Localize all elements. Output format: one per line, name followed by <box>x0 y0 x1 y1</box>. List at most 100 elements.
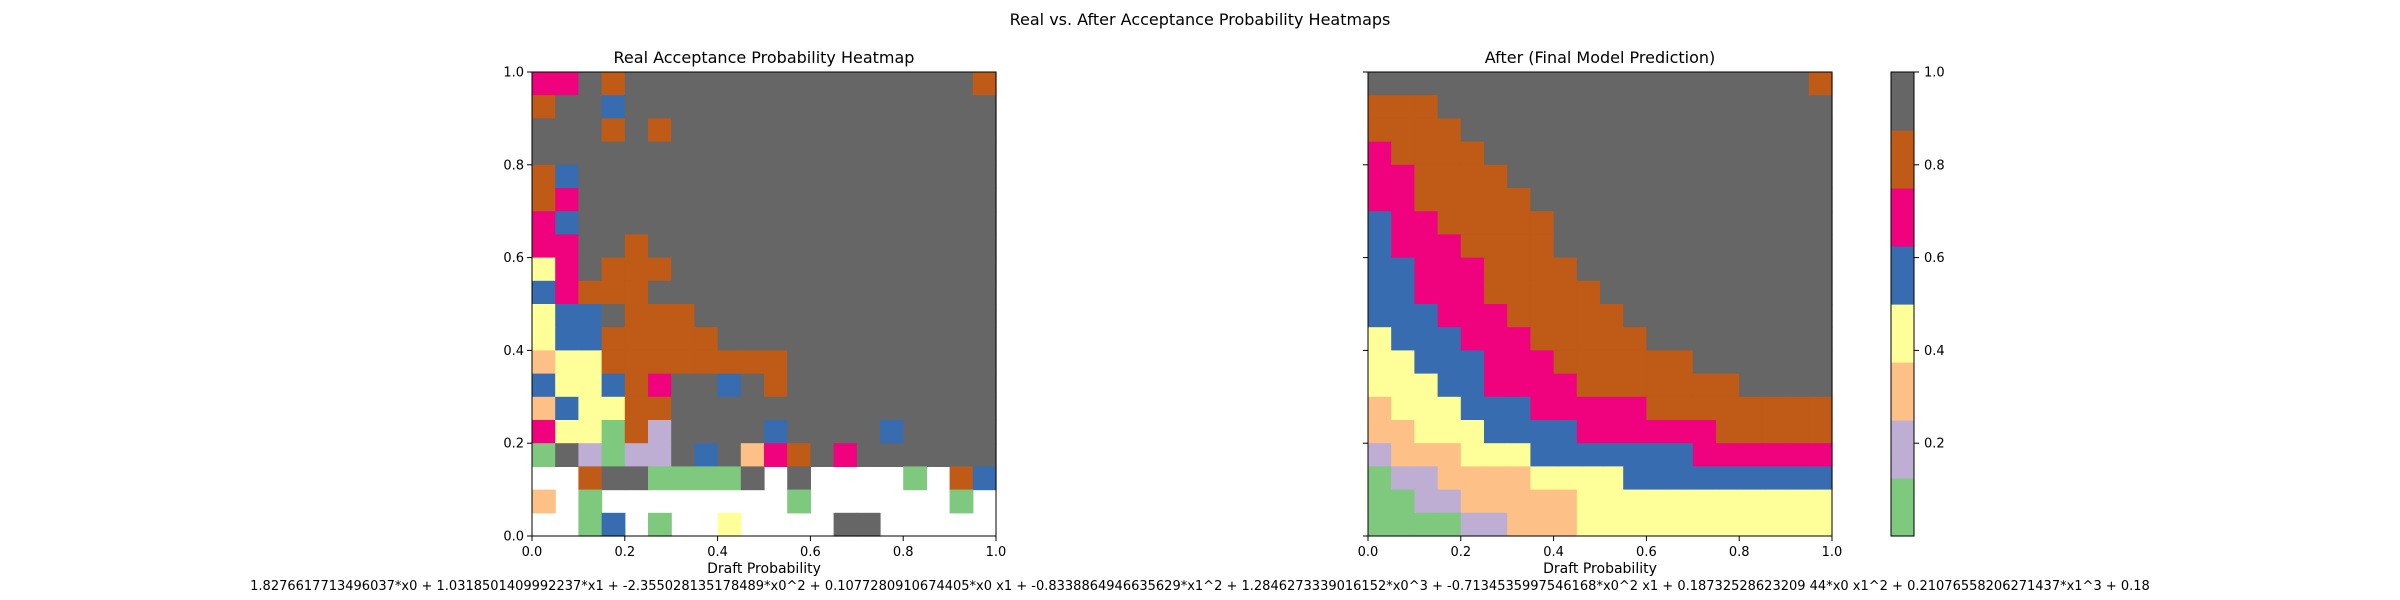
heatmap-after-cell <box>1669 141 1694 166</box>
heatmap-real-cell <box>717 420 742 444</box>
heatmap-real-cell <box>671 466 695 491</box>
heatmap-real-cell <box>717 304 742 328</box>
heatmap-real-cell <box>856 396 881 421</box>
heatmap-after-cell <box>1530 489 1555 514</box>
heatmap-after-cell <box>1646 72 1671 96</box>
heatmap-after-cell <box>1368 141 1392 166</box>
colorbar-band <box>1891 304 1914 363</box>
heatmap-after-cell <box>1692 512 1717 537</box>
colorbar-band <box>1891 72 1914 131</box>
heatmap-after-cell <box>1716 466 1740 491</box>
heatmap-after-cell <box>1739 304 1763 328</box>
heatmap-after-cell <box>1414 72 1439 96</box>
heatmap-real-cell <box>578 373 603 398</box>
heatmap-after-cell <box>1368 466 1392 491</box>
heatmap-real-cell <box>671 257 695 282</box>
heatmap-real-cell <box>624 280 649 305</box>
heatmap-real-cell <box>555 211 579 235</box>
heatmap-after-cell <box>1739 327 1763 351</box>
heatmap-real-cell <box>624 373 649 398</box>
heatmap-real-cell <box>671 420 695 444</box>
heatmap-after-cell <box>1785 443 1810 467</box>
heatmap-real-cell <box>578 188 603 212</box>
heatmap-after-cell <box>1669 489 1694 514</box>
heatmap-real-cell <box>671 95 695 119</box>
heatmap-real-cell <box>880 304 904 328</box>
heatmap-after-cell <box>1739 211 1763 235</box>
heatmap-after-cell <box>1762 118 1787 143</box>
colorbar-frame <box>1890 71 1915 537</box>
heatmap-after-cell <box>1600 512 1624 537</box>
heatmap-after-cell <box>1692 396 1717 421</box>
heatmap-real-cell <box>926 443 951 467</box>
heatmap-real-cell <box>532 164 556 189</box>
heatmap-after-cell <box>1507 280 1531 305</box>
heatmap-after-cell <box>1553 443 1578 467</box>
heatmap-real-cell <box>764 211 788 235</box>
colorbar-band <box>1891 362 1914 421</box>
heatmap-real-cell <box>532 280 556 305</box>
heatmap-real-cell <box>833 280 858 305</box>
heatmap-after-cell <box>1576 188 1601 212</box>
heatmap-after-cell <box>1785 257 1810 282</box>
heatmap-real-cell <box>856 95 881 119</box>
heatmap-after-cell <box>1669 420 1694 444</box>
heatmap-after-cell <box>1623 466 1647 491</box>
heatmap-after-cell <box>1484 95 1508 119</box>
heatmap-real-cell <box>740 257 765 282</box>
heatmap-after-cell <box>1646 234 1671 259</box>
heatmap-after-cell <box>1762 95 1787 119</box>
heatmap-real-cell <box>624 141 649 166</box>
heatmap-real-cell <box>717 95 742 119</box>
heatmap-real-cell <box>810 257 835 282</box>
heatmap-real-cell <box>555 141 579 166</box>
heatmap-after-cell <box>1808 118 1833 143</box>
heatmap-real-cell <box>578 280 603 305</box>
heatmap-after-cell <box>1808 234 1833 259</box>
heatmap-real-cell <box>787 280 811 305</box>
heatmap-after-cell <box>1484 396 1508 421</box>
heatmap-real-cell <box>972 420 997 444</box>
heatmap-after-cell <box>1553 257 1578 282</box>
heatmap-after-cell <box>1669 350 1694 375</box>
heatmap-real-cell <box>671 373 695 398</box>
heatmap-real-cell <box>764 373 788 398</box>
heatmap-after-cell <box>1437 188 1462 212</box>
heatmap-real-cell <box>601 443 626 467</box>
heatmap-real-xticks: 0.0 0.2 0.4 0.6 0.8 1.0 <box>522 536 1006 560</box>
heatmap-real-cell <box>880 327 904 351</box>
heatmap-after-cell <box>1762 211 1787 235</box>
heatmap-after-cell <box>1739 164 1763 189</box>
heatmap-real-cell <box>717 118 742 143</box>
heatmap-after-cell <box>1530 396 1555 421</box>
heatmap-after-cell <box>1692 164 1717 189</box>
heatmap-after-cell <box>1600 95 1624 119</box>
heatmap-real-cell <box>624 211 649 235</box>
heatmap-after-cell <box>1530 211 1555 235</box>
heatmap-after-cell <box>1762 512 1787 537</box>
heatmap-after-cell <box>1391 489 1415 514</box>
heatmap-real-cell <box>972 304 997 328</box>
heatmap-real-cell <box>856 164 881 189</box>
heatmap-after-cell <box>1437 234 1462 259</box>
heatmap-real-cell <box>532 489 556 514</box>
heatmap-after-cell <box>1484 489 1508 514</box>
heatmap-real-cell <box>949 188 974 212</box>
heatmap-real-cell <box>532 304 556 328</box>
heatmap-real-cell <box>903 373 927 398</box>
heatmap-real-cell <box>764 72 788 96</box>
heatmap-after-cell <box>1553 466 1578 491</box>
heatmap-after-cell <box>1414 327 1439 351</box>
heatmap-after-cell <box>1576 118 1601 143</box>
heatmap-real-cell <box>880 234 904 259</box>
heatmap-real-cell <box>532 443 556 467</box>
heatmap-after-cell <box>1507 141 1531 166</box>
heatmap-after-cell <box>1739 489 1763 514</box>
heatmap-after-cell <box>1576 164 1601 189</box>
heatmap-after-cell <box>1600 396 1624 421</box>
heatmap-after-cell <box>1623 118 1647 143</box>
heatmap-after-cell <box>1646 95 1671 119</box>
heatmap-real-cell <box>555 164 579 189</box>
heatmap-real-cell <box>648 373 672 398</box>
heatmap-real-cell <box>810 188 835 212</box>
